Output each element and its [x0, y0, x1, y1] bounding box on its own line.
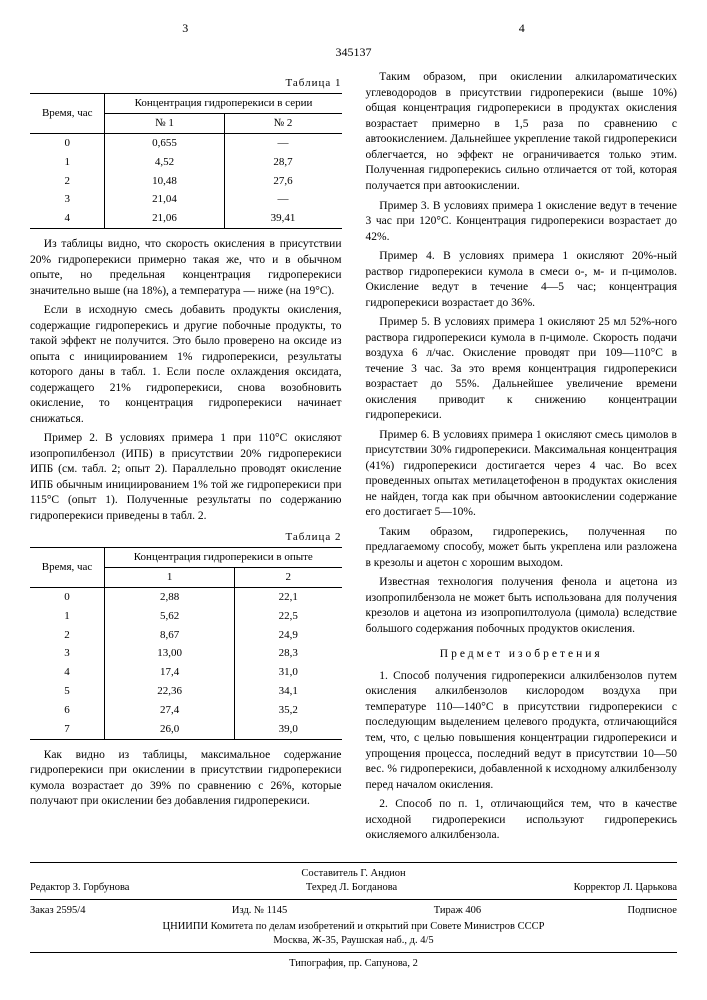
table-cell: 5	[30, 682, 105, 701]
table-cell: 5,62	[105, 607, 235, 626]
table-cell: 28,3	[235, 644, 342, 663]
table2-caption: Таблица 2	[30, 530, 342, 545]
para-5: Таким образом, при окислении алкиларомат…	[366, 70, 678, 194]
para-11: Известная технология получения фенола и …	[366, 575, 678, 637]
document-number: 345137	[30, 44, 677, 60]
table-row: 28,6724,9	[30, 626, 342, 645]
table-row: 417,431,0	[30, 663, 342, 682]
para-1: Из таблицы видно, что скорость окисления…	[30, 237, 342, 299]
t2-sub1: 1	[105, 568, 235, 588]
table-cell: 21,06	[105, 209, 224, 228]
table-row: 421,0639,41	[30, 209, 342, 228]
footer-order: Заказ 2595/4	[30, 904, 85, 918]
table-cell: 22,1	[235, 587, 342, 606]
para-7: Пример 4. В условиях примера 1 окисляют …	[366, 249, 678, 311]
t1-group-header: Концентрация гидроперекиси в серии	[105, 94, 342, 114]
claim-1: 1. Способ получения гидроперекиси алкилб…	[366, 669, 678, 793]
t2-group-header: Концентрация гидроперекиси в опыте	[105, 548, 342, 568]
para-9: Пример 6. В условиях примера 1 окисляют …	[366, 428, 678, 521]
page-num-left: 3	[30, 20, 341, 36]
footer-editor: Редактор З. Горбунова	[30, 881, 129, 895]
table-cell: 2	[30, 626, 105, 645]
page-num-right: 4	[366, 20, 677, 36]
table-1: Время, час Концентрация гидроперекиси в …	[30, 93, 342, 229]
t2-col1-header: Время, час	[30, 548, 105, 588]
table-cell: 24,9	[235, 626, 342, 645]
content-columns: Таблица 1 Время, час Концентрация гидроп…	[30, 70, 677, 843]
footer: Составитель Г. Андион Редактор З. Горбун…	[30, 862, 677, 972]
table-cell: —	[224, 133, 341, 152]
table-cell: 3	[30, 644, 105, 663]
footer-compiler: Составитель Г. Андион	[30, 867, 677, 881]
footer-corrector: Корректор Л. Царькова	[574, 881, 677, 895]
table-cell: 28,7	[224, 153, 341, 172]
t1-col1-header: Время, час	[30, 94, 105, 134]
table-row: 02,8822,1	[30, 587, 342, 606]
table-row: 313,0028,3	[30, 644, 342, 663]
t1-sub1: № 1	[105, 114, 224, 134]
table-row: 210,4827,6	[30, 172, 342, 191]
para-4: Как видно из таблицы, максимальное содер…	[30, 748, 342, 810]
table-cell: 4	[30, 209, 105, 228]
table-cell: 10,48	[105, 172, 224, 191]
table-cell: 4	[30, 663, 105, 682]
claims-title: Предмет изобретения	[366, 647, 678, 663]
t1-sub2: № 2	[224, 114, 341, 134]
table-cell: 39,0	[235, 720, 342, 739]
footer-tech: Техред Л. Богданова	[306, 881, 397, 895]
table-cell: 39,41	[224, 209, 341, 228]
table-cell: 0	[30, 133, 105, 152]
table-cell: 27,4	[105, 701, 235, 720]
table-cell: 6	[30, 701, 105, 720]
footer-sub: Подписное	[628, 904, 677, 918]
table-cell: 26,0	[105, 720, 235, 739]
table-cell: 22,5	[235, 607, 342, 626]
table-row: 321,04—	[30, 190, 342, 209]
table-cell: —	[224, 190, 341, 209]
table-cell: 13,00	[105, 644, 235, 663]
footer-tirazh: Тираж 406	[434, 904, 481, 918]
table-cell: 21,04	[105, 190, 224, 209]
footer-izd: Изд. № 1145	[232, 904, 287, 918]
table-cell: 2	[30, 172, 105, 191]
table-row: 522,3634,1	[30, 682, 342, 701]
table-cell: 4,52	[105, 153, 224, 172]
table-cell: 35,2	[235, 701, 342, 720]
table-2: Время, час Концентрация гидроперекиси в …	[30, 547, 342, 739]
table-row: 00,655—	[30, 133, 342, 152]
t2-sub2: 2	[235, 568, 342, 588]
para-10: Таким образом, гидроперекись, полученная…	[366, 525, 678, 572]
table-cell: 31,0	[235, 663, 342, 682]
table-cell: 8,67	[105, 626, 235, 645]
claim-2: 2. Способ по п. 1, отличающийся тем, что…	[366, 797, 678, 844]
para-3: Пример 2. В условиях примера 1 при 110°C…	[30, 431, 342, 524]
table-cell: 7	[30, 720, 105, 739]
page-header: 3 4	[30, 20, 677, 36]
table-cell: 34,1	[235, 682, 342, 701]
footer-addr: Москва, Ж-35, Раушская наб., д. 4/5	[30, 934, 677, 948]
table-row: 15,6222,5	[30, 607, 342, 626]
table-cell: 3	[30, 190, 105, 209]
table-cell: 27,6	[224, 172, 341, 191]
table-row: 627,435,2	[30, 701, 342, 720]
table-cell: 17,4	[105, 663, 235, 682]
footer-org: ЦНИИПИ Комитета по делам изобретений и о…	[30, 920, 677, 934]
table-cell: 1	[30, 607, 105, 626]
table1-caption: Таблица 1	[30, 76, 342, 91]
table-cell: 1	[30, 153, 105, 172]
table-row: 726,039,0	[30, 720, 342, 739]
para-2: Если в исходную смесь добавить продукты …	[30, 303, 342, 427]
para-6: Пример 3. В условиях примера 1 окисление…	[366, 199, 678, 246]
table-cell: 0,655	[105, 133, 224, 152]
table-cell: 2,88	[105, 587, 235, 606]
table-row: 14,5228,7	[30, 153, 342, 172]
table-cell: 22,36	[105, 682, 235, 701]
table-cell: 0	[30, 587, 105, 606]
para-8: Пример 5. В условиях примера 1 окисляют …	[366, 315, 678, 424]
footer-typo: Типография, пр. Сапунова, 2	[30, 957, 677, 971]
